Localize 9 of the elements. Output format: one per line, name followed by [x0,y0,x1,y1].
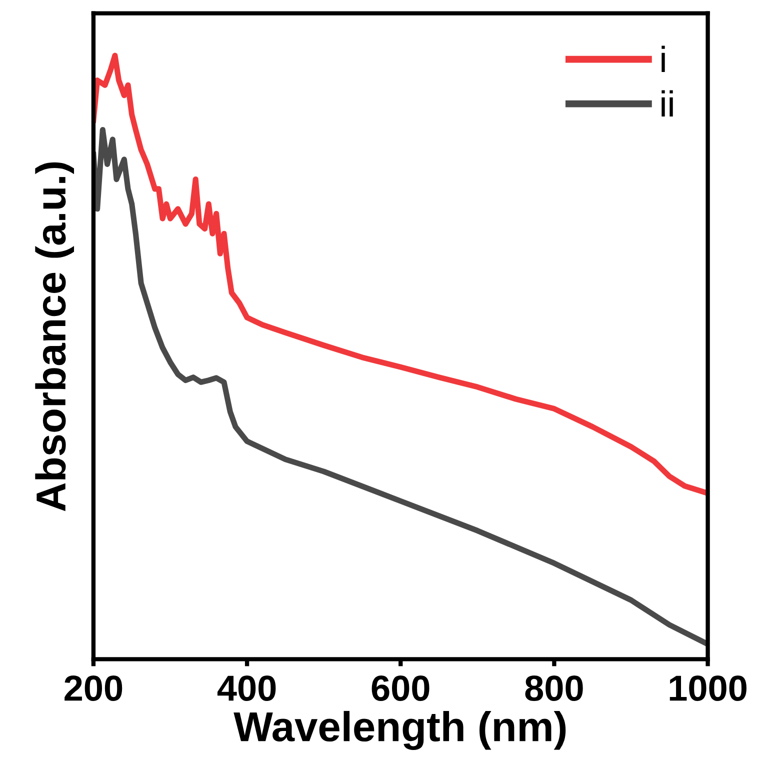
x-tick-label: 600 [372,675,430,702]
x-tick-label: 800 [525,675,583,702]
legend-label: ii [662,90,673,116]
x-tick-label: 200 [64,675,122,702]
x-tick-label: 400 [217,675,276,702]
y-axis-title: Absorbance (a.u.) [35,162,74,512]
x-axis-title: Wavelength (nm) [234,710,566,750]
legend-label: i [662,46,665,72]
x-tick-label: 1000 [670,675,746,702]
